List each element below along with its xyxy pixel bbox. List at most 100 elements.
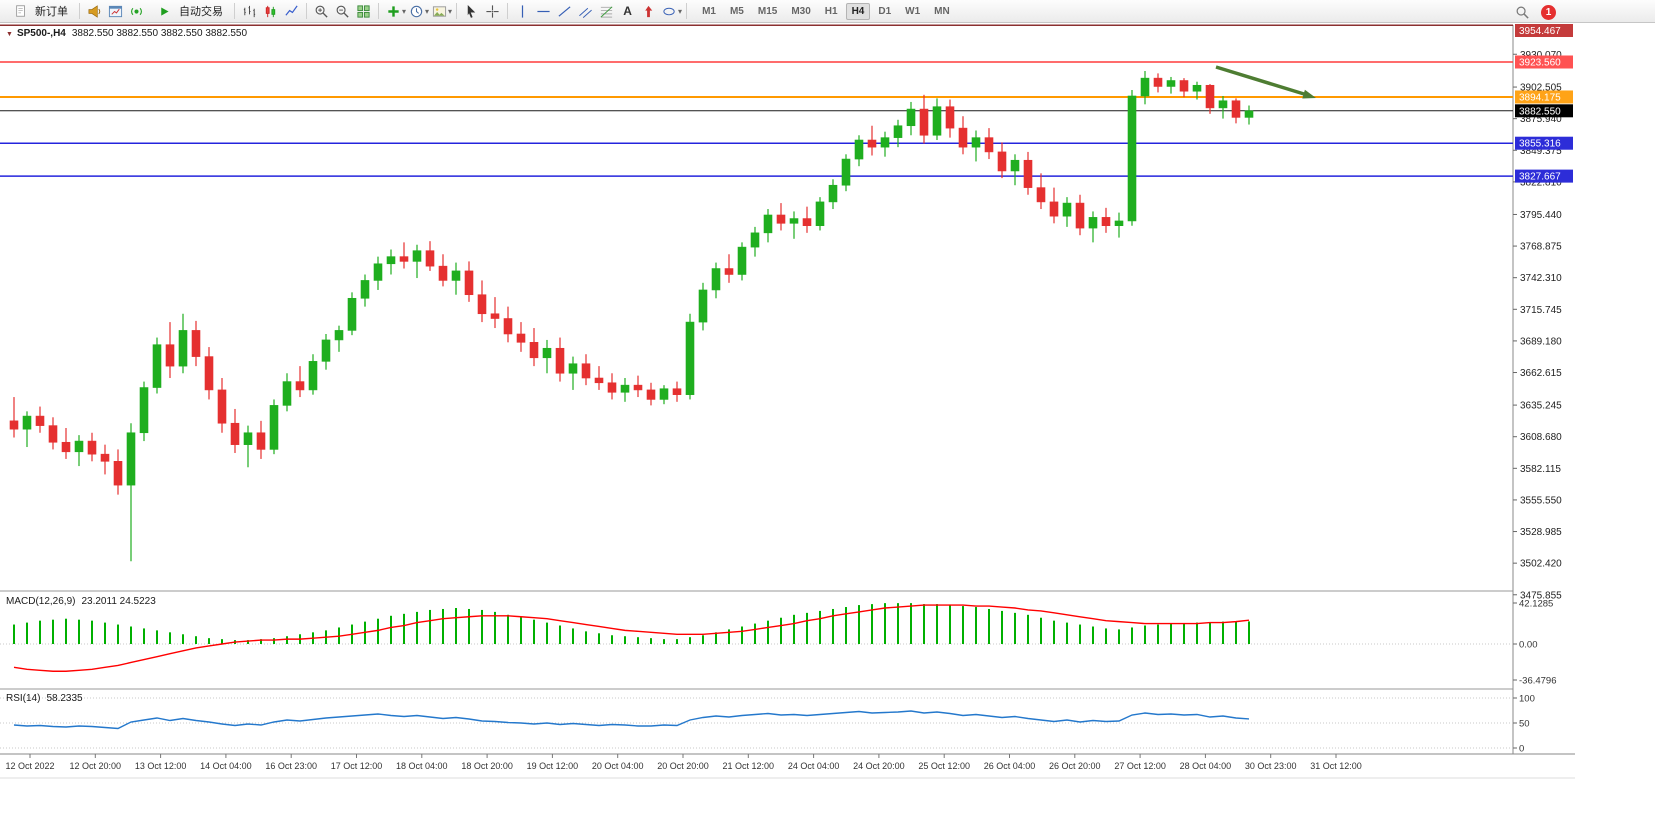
new-order-button[interactable]: 新订单 <box>3 0 75 24</box>
svg-text:3502.420: 3502.420 <box>1520 559 1562 570</box>
shapes-dropdown-icon[interactable]: ▾ <box>678 6 683 16</box>
rsi-line <box>13 710 1250 730</box>
timeframe-h4[interactable]: H4 <box>845 2 871 20</box>
svg-text:3582.115: 3582.115 <box>1520 464 1561 475</box>
svg-text:3768.875: 3768.875 <box>1520 242 1562 253</box>
timeframe-m5[interactable]: M5 <box>729 5 744 17</box>
svg-text:-36.4796: -36.4796 <box>1519 676 1557 687</box>
svg-text:18 Oct 04:00: 18 Oct 04:00 <box>396 761 448 771</box>
sound-icon[interactable] <box>84 1 105 22</box>
toolbar-right-group: 1 <box>1512 2 1556 23</box>
chart-menu-icon[interactable]: ▼ <box>6 31 13 38</box>
svg-text:30 Oct 23:00: 30 Oct 23:00 <box>1245 761 1297 771</box>
price-label-3954.467 <box>1515 24 1573 37</box>
svg-text:3923.560: 3923.560 <box>1519 58 1561 69</box>
new-order-label: 新订单 <box>35 6 68 18</box>
svg-text:12 Oct 2022: 12 Oct 2022 <box>5 761 54 771</box>
zoom-in-icon[interactable] <box>311 1 332 22</box>
timeframe-mn[interactable]: MN <box>934 5 950 17</box>
svg-text:3635.245: 3635.245 <box>1520 401 1562 412</box>
svg-text:20 Oct 20:00: 20 Oct 20:00 <box>657 761 709 771</box>
svg-text:100: 100 <box>1519 694 1535 705</box>
price-label-3923.560 <box>1515 55 1573 69</box>
rsi-value: 58.2335 <box>46 693 83 704</box>
timeframe-m1[interactable]: M1 <box>702 5 716 17</box>
bar-chart-icon[interactable] <box>239 1 260 22</box>
price-chart-canvas[interactable]: 3930.070 3902.505 3875.940 3849.375 3822.810… <box>0 23 1655 823</box>
templates-dropdown-icon[interactable]: ▾ <box>448 6 453 16</box>
tile-windows-icon[interactable] <box>353 1 374 22</box>
cursor-icon[interactable] <box>461 1 482 22</box>
crosshair-icon[interactable] <box>482 1 503 22</box>
search-icon[interactable] <box>1512 2 1533 23</box>
svg-text:3528.985: 3528.985 <box>1520 527 1562 538</box>
line-chart-icon[interactable] <box>281 1 302 22</box>
svg-text:3742.310: 3742.310 <box>1520 273 1562 284</box>
svg-text:28 Oct 04:00: 28 Oct 04:00 <box>1180 761 1232 771</box>
timeframe-m30[interactable]: M30 <box>791 5 811 17</box>
timeframe-w1[interactable]: W1 <box>905 5 921 17</box>
price-label-3882.550 <box>1515 104 1573 118</box>
price-label-3894.175 <box>1515 90 1573 104</box>
toolbar-separator <box>306 3 307 19</box>
chart-window[interactable]: 3930.070 3902.505 3875.940 3849.375 3822.810… <box>0 23 1655 823</box>
expert-advisor-icon[interactable] <box>126 1 147 22</box>
svg-text:3689.180: 3689.180 <box>1520 336 1562 347</box>
svg-text:3662.615: 3662.615 <box>1520 368 1562 379</box>
trendline-icon[interactable] <box>554 1 575 22</box>
text-tool-icon[interactable]: A <box>623 4 632 18</box>
auto-trading-label: 自动交易 <box>179 6 223 18</box>
chart-title-bar: ▼ SP500-,H4 3882.550 3882.550 3882.550 388… <box>6 28 247 39</box>
trend-arrow-head <box>1302 89 1316 99</box>
ohlc-readout: 3882.550 3882.550 3882.550 3882.550 <box>71 28 248 39</box>
svg-text:0.00: 0.00 <box>1519 640 1538 651</box>
time-axis[interactable]: 12 Oct 2022 12 Oct 20:00 13 Oct 12:00 14 Oc… <box>5 754 1362 771</box>
chart-window-icon[interactable] <box>105 1 126 22</box>
toolbar-separator <box>507 3 509 19</box>
svg-text:3954.467: 3954.467 <box>1519 26 1561 37</box>
equidistant-channel-icon[interactable] <box>575 1 596 22</box>
macd-values: 23.2011 24.5223 <box>81 596 156 607</box>
svg-text:3849.375: 3849.375 <box>1520 146 1562 157</box>
periods-dropdown-icon[interactable]: ▾ <box>425 6 430 16</box>
shapes-icon[interactable] <box>659 1 680 22</box>
trend-arrow[interactable] <box>1215 65 1305 96</box>
svg-text:3875.940: 3875.940 <box>1520 114 1562 125</box>
svg-text:16 Oct 23:00: 16 Oct 23:00 <box>265 761 317 771</box>
svg-text:50: 50 <box>1519 719 1530 730</box>
timeframe-h1[interactable]: H1 <box>824 5 838 17</box>
vertical-line-icon[interactable] <box>512 1 533 22</box>
price-label-3855.316 <box>1515 136 1573 150</box>
symbol-timeframe-label: SP500-,H4 <box>16 28 66 39</box>
auto-trading-button[interactable]: 自动交易 <box>147 0 230 24</box>
zoom-out-icon[interactable] <box>332 1 353 22</box>
macd-name: MACD(12,26,9) <box>6 596 76 607</box>
timeframe-m15[interactable]: M15 <box>757 5 778 17</box>
svg-text:0: 0 <box>1519 744 1524 755</box>
arrows-tool-icon[interactable] <box>638 1 659 22</box>
svg-text:3795.440: 3795.440 <box>1520 210 1562 221</box>
toolbar-separator <box>686 3 688 19</box>
fibonacci-icon[interactable] <box>596 1 617 22</box>
svg-text:3555.550: 3555.550 <box>1520 495 1562 506</box>
candlesticks[interactable] <box>9 70 1254 562</box>
svg-text:20 Oct 04:00: 20 Oct 04:00 <box>592 761 644 771</box>
svg-text:21 Oct 12:00: 21 Oct 12:00 <box>723 761 775 771</box>
svg-text:26 Oct 20:00: 26 Oct 20:00 <box>1049 761 1101 771</box>
indicators-dropdown-icon[interactable]: ▾ <box>402 6 407 16</box>
svg-text:3855.316: 3855.316 <box>1519 139 1561 150</box>
toolbar-separator <box>79 3 80 19</box>
notification-badge[interactable]: 1 <box>1541 5 1556 20</box>
price-label-3827.667 <box>1515 169 1573 183</box>
indicators-icon[interactable] <box>383 1 404 22</box>
periods-clock-icon[interactable] <box>406 1 427 22</box>
svg-text:3902.505: 3902.505 <box>1520 83 1562 94</box>
horizontal-line-icon[interactable] <box>533 1 554 22</box>
svg-text:25 Oct 12:00: 25 Oct 12:00 <box>918 761 970 771</box>
svg-text:3822.810: 3822.810 <box>1520 177 1562 188</box>
templates-icon[interactable] <box>429 1 450 22</box>
svg-text:27 Oct 12:00: 27 Oct 12:00 <box>1114 761 1166 771</box>
svg-text:18 Oct 20:00: 18 Oct 20:00 <box>461 761 513 771</box>
timeframe-d1[interactable]: D1 <box>878 5 892 17</box>
candlestick-chart-icon[interactable] <box>260 1 281 22</box>
